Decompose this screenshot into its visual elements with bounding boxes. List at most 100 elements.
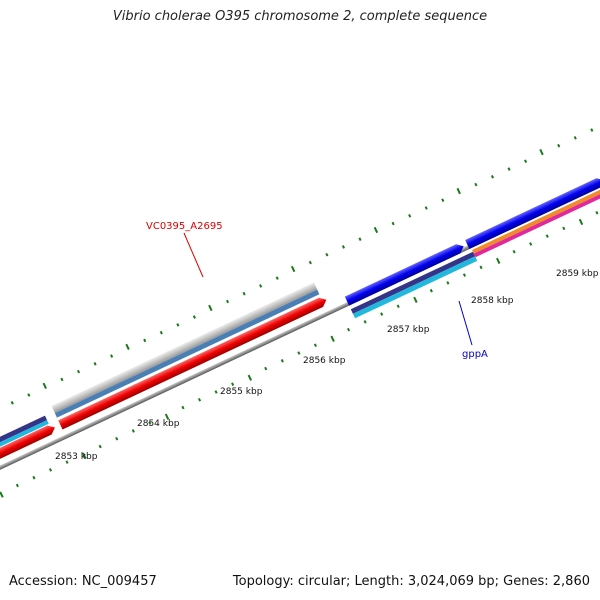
cyan-track-far-left <box>0 420 49 450</box>
tick-mark <box>214 390 218 394</box>
gene-arrow-gppA-upper[interactable] <box>344 242 466 306</box>
tick-mark <box>143 338 147 343</box>
tick-mark <box>48 468 53 472</box>
tick-mark <box>396 304 400 309</box>
tick-mark <box>82 452 87 459</box>
tick-mark <box>330 335 335 342</box>
tick-mark <box>10 401 14 405</box>
tick-mark <box>341 245 345 249</box>
tick-mark <box>27 393 31 397</box>
tick-mark <box>231 382 235 386</box>
tick-mark <box>380 312 384 316</box>
tick-mark <box>15 483 19 488</box>
tick-mark <box>391 221 395 226</box>
tick-mark <box>529 242 533 246</box>
tick-mark <box>313 343 317 348</box>
darkblue-track-right <box>350 251 476 314</box>
tick-mark <box>441 198 445 202</box>
tick-mark <box>595 210 599 215</box>
tick-mark <box>208 304 213 312</box>
tick-mark <box>259 284 263 288</box>
tick-mark <box>247 374 253 381</box>
gene-arrow-VC0395_A2695[interactable] <box>58 295 328 430</box>
tick-mark <box>524 159 528 164</box>
gene-label-VC0395_A2695[interactable]: VC0395_A2695 <box>146 221 223 232</box>
tick-label-2855: 2855 kbp <box>220 387 263 397</box>
tick-mark <box>479 265 483 270</box>
tick-mark <box>363 320 367 324</box>
tick-mark <box>490 175 495 179</box>
tick-mark <box>507 167 511 171</box>
tick-mark <box>93 362 97 366</box>
tick-mark <box>164 413 170 420</box>
tick-mark <box>446 281 450 285</box>
tick-mark <box>225 299 230 304</box>
accession-text: Accession: NC_009457 <box>9 574 157 589</box>
tick-mark <box>429 288 433 293</box>
tick-mark <box>308 260 312 265</box>
inner-tick-row <box>0 210 599 498</box>
tick-mark <box>148 421 152 425</box>
tick-mark <box>176 323 180 327</box>
tick-mark <box>347 327 351 332</box>
tick-label-2856: 2856 kbp <box>303 356 346 366</box>
tick-mark <box>76 369 81 374</box>
tick-mark <box>197 397 202 402</box>
tick-label-2854: 2854 kbp <box>137 419 180 429</box>
tick-label-2853: 2853 kbp <box>55 452 98 462</box>
tick-mark <box>125 343 130 351</box>
tick-mark <box>297 351 301 355</box>
tick-mark <box>325 252 329 257</box>
tick-mark <box>65 460 69 464</box>
darkblue-track-far-left <box>0 415 48 446</box>
topology-text: Topology: circular; Length: 3,024,069 bp… <box>232 574 590 589</box>
tick-mark <box>42 382 47 389</box>
tick-mark <box>98 444 102 449</box>
tick-mark <box>242 291 246 296</box>
gray-track-left <box>51 282 318 414</box>
gene-label-leader-gppA <box>458 300 473 346</box>
tick-mark <box>578 218 584 226</box>
steelblue-track-left <box>54 289 320 418</box>
outer-tick-row <box>10 128 594 405</box>
tick-label-2858: 2858 kbp <box>471 296 514 306</box>
pink-track-right <box>473 189 600 258</box>
cyan-track-right <box>352 256 478 319</box>
tick-mark <box>290 265 296 273</box>
tick-mark <box>115 436 119 441</box>
tick-mark <box>590 128 594 132</box>
tick-label-2857: 2857 kbp <box>387 325 430 335</box>
tick-mark <box>0 491 4 498</box>
tick-mark <box>159 330 163 335</box>
gene-label-leader-VC0395_A2695 <box>183 232 204 278</box>
tick-mark <box>539 148 544 156</box>
tick-mark <box>275 276 279 280</box>
map-title: Vibrio cholerae O395 chromosome 2, compl… <box>112 9 488 24</box>
tick-mark <box>512 249 516 254</box>
tick-mark <box>562 226 566 231</box>
tick-mark <box>358 237 362 241</box>
tick-mark <box>110 354 114 358</box>
tick-mark <box>60 377 64 382</box>
tick-mark <box>545 234 549 238</box>
gene-arrow-red-left[interactable] <box>0 423 57 460</box>
tick-mark <box>413 296 418 303</box>
tick-mark <box>192 315 196 319</box>
tick-mark <box>408 214 412 218</box>
tick-mark <box>474 182 478 187</box>
tick-mark <box>573 136 577 140</box>
gene-label-gppA[interactable]: gppA <box>462 349 488 360</box>
tick-mark <box>424 206 428 210</box>
tick-mark <box>264 366 268 371</box>
tick-mark <box>462 273 466 277</box>
tick-mark <box>280 359 284 363</box>
backbone-line <box>0 107 600 537</box>
tick-mark <box>557 143 561 148</box>
tick-mark <box>373 226 379 234</box>
gene-arrow-blue-right[interactable] <box>465 176 600 250</box>
tick-mark <box>181 405 185 410</box>
tick-mark <box>456 187 461 195</box>
tick-mark <box>131 429 135 433</box>
